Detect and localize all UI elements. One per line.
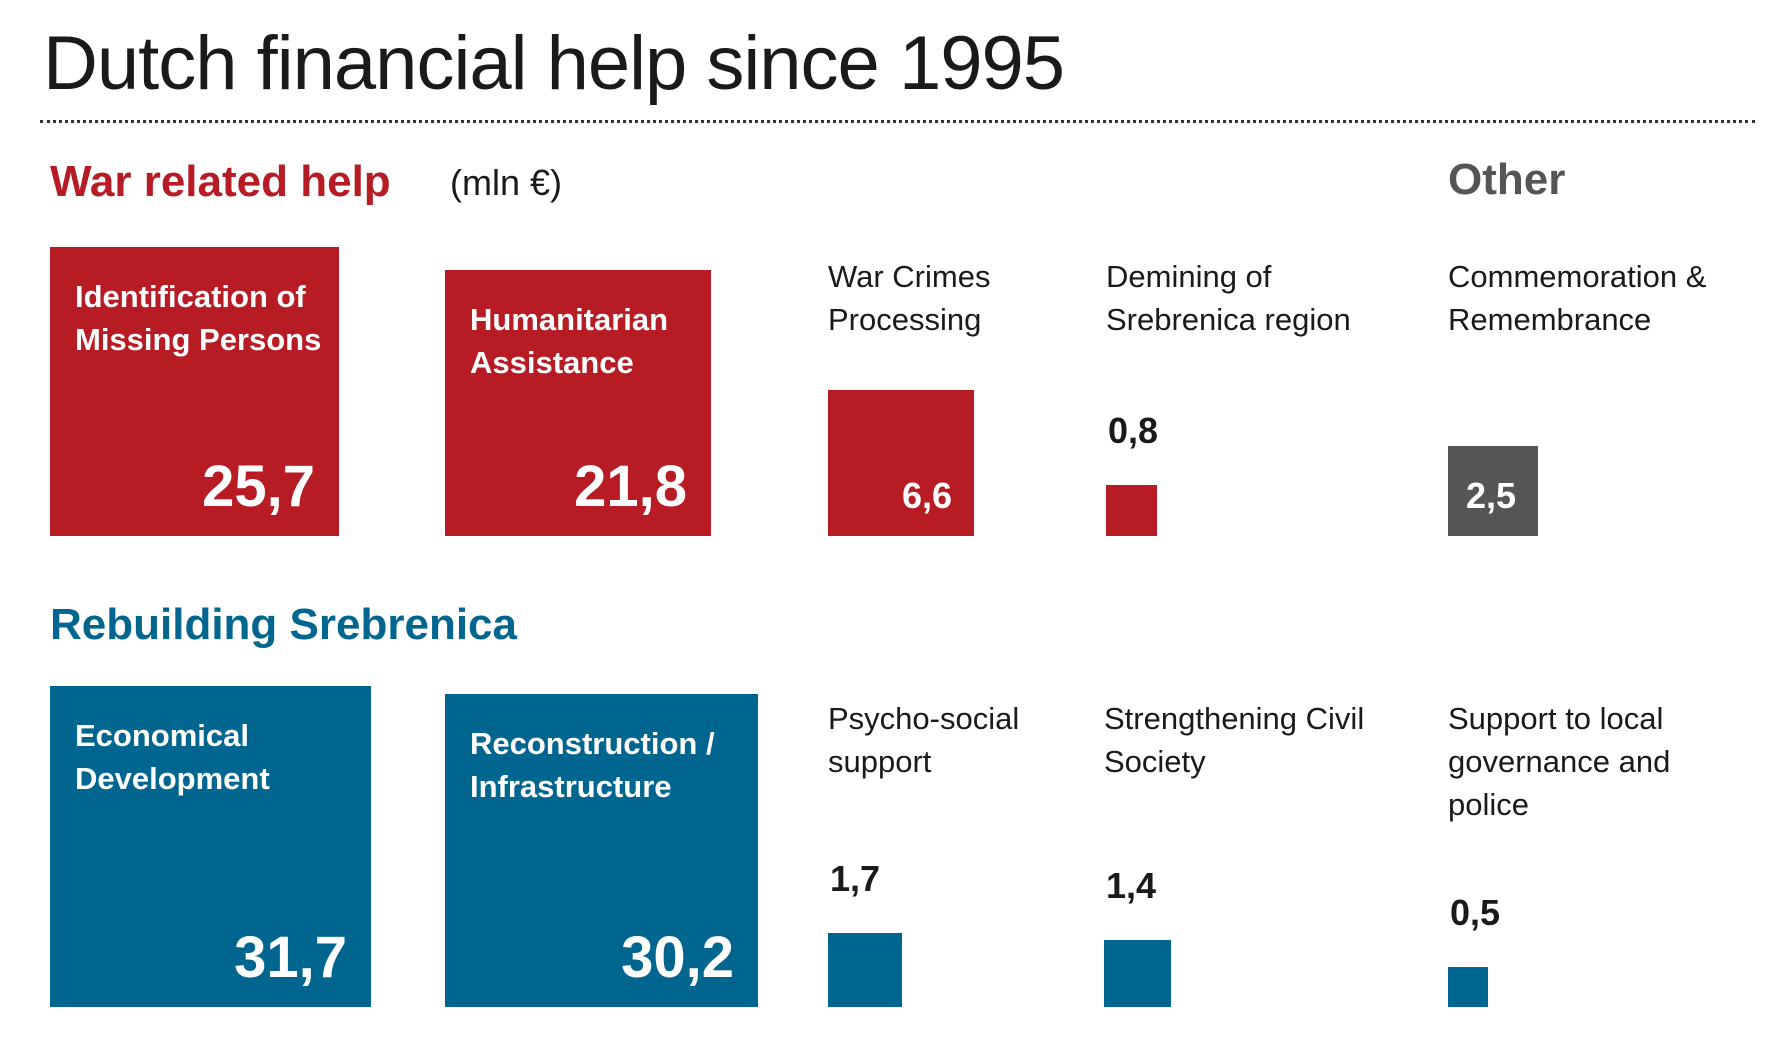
item-value: 6,6 xyxy=(901,475,952,516)
item-label: Strengthening Civil Society xyxy=(1104,701,1365,779)
item-value: 1,4 xyxy=(1106,865,1157,906)
box-label: Economical Development xyxy=(75,718,270,796)
item-value: 0,5 xyxy=(1450,892,1501,933)
treemap-box-psycho-social-support xyxy=(828,933,902,1007)
treemap-box-commemoration-remembrance: 2,5 xyxy=(1448,446,1538,536)
item-value: 2,5 xyxy=(1465,475,1516,516)
treemap-box-economical-development: Economical Development 31,7 xyxy=(50,686,371,1007)
treemap-box-reconstruction-infrastructure: Reconstruction / Infrastructure 30,2 xyxy=(445,694,758,1007)
treemap-box-humanitarian-assistance: Humanitarian Assistance 21,8 xyxy=(445,270,711,536)
item-label: Commemoration & Remembrance xyxy=(1448,259,1707,337)
item-label: Psycho-social support xyxy=(828,701,1020,779)
item-label: Demining of Srebrenica region xyxy=(1106,259,1351,337)
item-label: Support to local governance and police xyxy=(1448,701,1671,822)
item-label: War Crimes Processing xyxy=(828,259,991,337)
box-value: 31,7 xyxy=(234,925,347,990)
box-label: Identification of Missing Persons xyxy=(75,279,322,357)
treemap-box-war-crimes-processing: 6,6 xyxy=(828,390,974,536)
treemap-box-demining-of-srebrenica-region xyxy=(1106,485,1157,536)
box-value: 25,7 xyxy=(202,454,315,519)
box-label: Humanitarian Assistance xyxy=(470,302,669,380)
chart-title: Dutch financial help since 1995 xyxy=(43,21,1065,106)
box-label: Reconstruction / Infrastructure xyxy=(470,726,715,804)
treemap-box-support-to-local-governance-and-police xyxy=(1448,967,1488,1007)
box-value: 21,8 xyxy=(574,454,687,519)
box-value: 30,2 xyxy=(621,925,734,990)
unit-label: (mln €) xyxy=(450,162,563,203)
item-value: 0,8 xyxy=(1108,410,1159,451)
treemap-box-identification-of-missing-persons: Identification of Missing Persons 25,7 xyxy=(50,247,339,536)
group-label-other: Other xyxy=(1448,155,1566,204)
item-value: 1,7 xyxy=(830,858,881,899)
treemap-box-strengthening-civil-society xyxy=(1104,940,1171,1007)
title-divider xyxy=(40,120,1755,123)
group-label-war: War related help xyxy=(50,157,391,206)
group-label-rebuild: Rebuilding Srebrenica xyxy=(50,600,517,649)
